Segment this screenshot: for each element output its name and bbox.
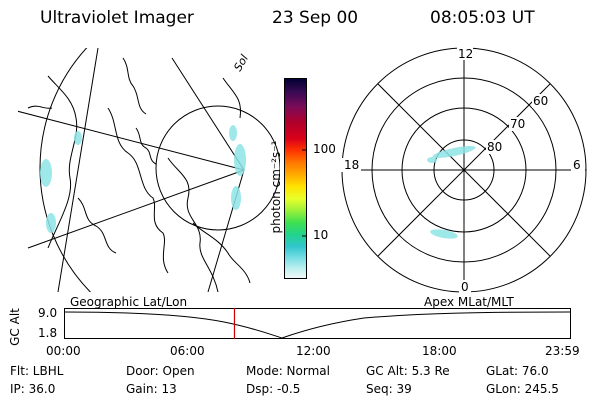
altitude-timeline	[64, 308, 571, 339]
polar-mlat-mlt-plot: 60 70 80 12 18 6 0	[341, 46, 587, 294]
timeline-xtick-0000: 00:00	[46, 344, 81, 358]
gain-value: Gain: 13	[126, 382, 177, 396]
coastline	[122, 57, 147, 115]
colorbar-label: photon cm⁻²s⁻¹	[269, 140, 283, 234]
instrument-title: Ultraviolet Imager	[40, 8, 194, 28]
aurora-oval-emission	[427, 145, 476, 239]
timeline-ytick-high: 9.0	[38, 306, 58, 320]
mlat-label-80: 80	[487, 140, 502, 154]
sol-annotation: Sol	[231, 52, 251, 73]
colorbar-tick-10: 10	[313, 228, 329, 242]
mlt-label-18: 18	[344, 158, 359, 172]
coastline	[135, 127, 157, 165]
geographic-map-panel: Sol	[18, 48, 280, 292]
meridian-line	[57, 48, 99, 292]
image-time: 08:05:03 UT	[430, 8, 535, 28]
timeline-xtick-1800: 18:00	[422, 344, 457, 358]
filter-value: Flt: LBHL	[10, 364, 64, 378]
meridian-line	[18, 110, 245, 171]
coastline	[167, 157, 219, 292]
door-value: Door: Open	[126, 364, 195, 378]
mlat-label-60: 60	[533, 94, 548, 108]
glon-value: GLon: 245.5	[486, 382, 559, 396]
timeline-xtick-0600: 06:00	[170, 344, 205, 358]
coastline	[107, 107, 169, 274]
dsp-value: Dsp: -0.5	[246, 382, 301, 396]
ip-value: IP: 36.0	[10, 382, 56, 396]
latitude-circle	[39, 48, 92, 292]
timeline-xtick-1200: 12:00	[296, 344, 331, 358]
timeline-ytick-low: 1.8	[38, 326, 58, 340]
altitude-curve	[64, 311, 571, 339]
mlt-label-12: 12	[458, 47, 473, 61]
mlt-line-diag	[377, 83, 551, 257]
mlt-label-6: 6	[573, 158, 581, 172]
timeline-xtick-2359: 23:59	[545, 344, 580, 358]
image-date: 23 Sep 00	[272, 8, 359, 28]
gc-alt-value: GC Alt: 5.3 Re	[366, 364, 450, 378]
mlt-label-0: 0	[461, 280, 469, 294]
timeline-ylabel: GC Alt	[8, 308, 22, 346]
coastline	[27, 75, 78, 249]
coastline	[77, 197, 117, 254]
timeline-right-title: Apex MLat/MLT	[424, 295, 514, 309]
mode-value: Mode: Normal	[246, 364, 330, 378]
color-bar	[284, 78, 307, 279]
coastline	[222, 77, 242, 119]
seq-value: Seq: 39	[366, 382, 412, 396]
timeline-left-title: Geographic Lat/Lon	[70, 295, 188, 309]
latitude-circle	[155, 105, 280, 231]
mlat-label-70: 70	[510, 117, 525, 131]
coastline	[192, 222, 251, 284]
colorbar-tick-100: 100	[313, 142, 336, 156]
glat-value: GLat: 76.0	[486, 364, 549, 378]
aurora-emission	[40, 125, 246, 233]
meridian-line	[27, 169, 245, 249]
meridian-line	[171, 57, 245, 171]
